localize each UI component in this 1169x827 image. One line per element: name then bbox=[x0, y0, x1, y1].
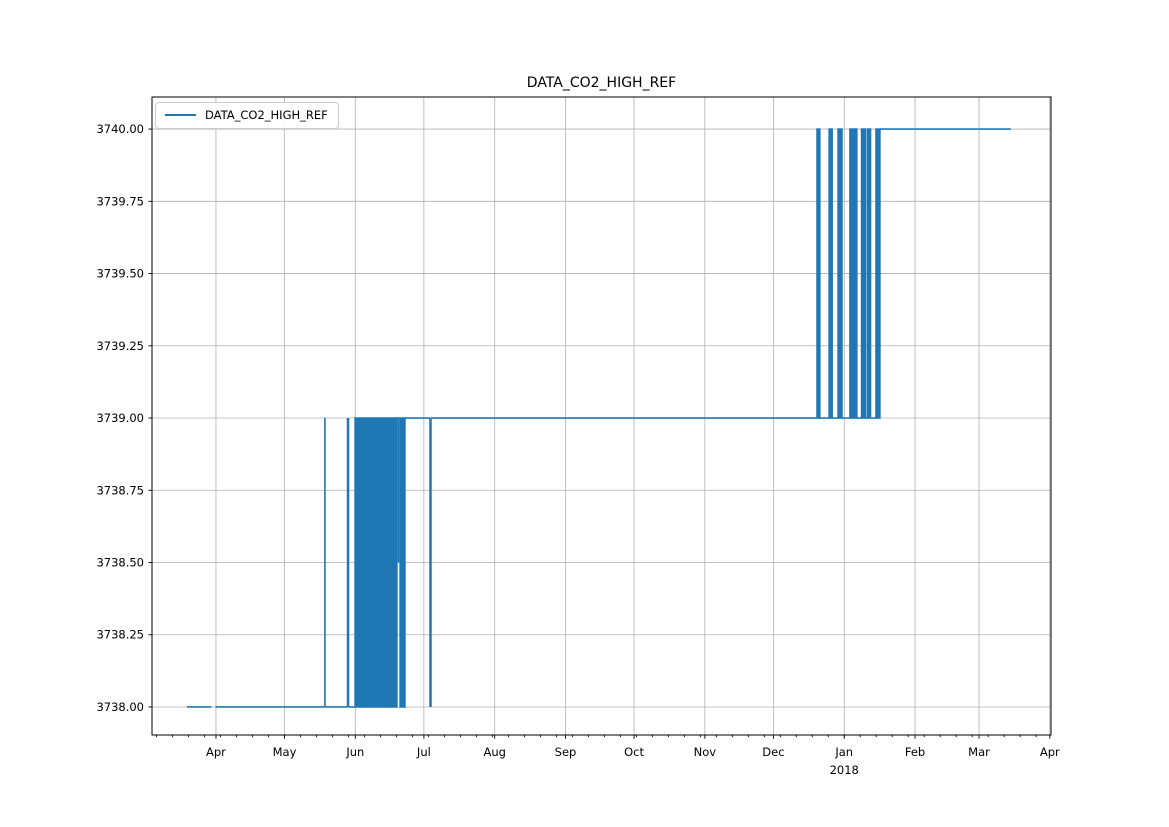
y-tick-label: 3739.50 bbox=[96, 267, 144, 281]
x-tick-label: Apr bbox=[206, 745, 226, 759]
series-oscillation-band bbox=[837, 128, 843, 419]
x-tick-label: Nov bbox=[694, 745, 717, 759]
y-tick-label: 3738.25 bbox=[96, 628, 144, 642]
legend-label: DATA_CO2_HIGH_REF bbox=[205, 108, 328, 122]
series-oscillation-band bbox=[828, 128, 833, 419]
x-tick-label: Apr bbox=[1040, 745, 1060, 759]
y-tick-label: 3738.75 bbox=[96, 483, 144, 497]
x-tick-label: Sep bbox=[555, 745, 577, 759]
x-tick-label: Dec bbox=[762, 745, 784, 759]
series-oscillation-band bbox=[860, 128, 867, 419]
y-tick-label: 3738.00 bbox=[96, 700, 144, 714]
x-tick-label: May bbox=[273, 745, 297, 759]
y-tick-label: 3738.50 bbox=[96, 555, 144, 569]
chart-title: DATA_CO2_HIGH_REF bbox=[526, 75, 677, 91]
x-tick-label: Feb bbox=[905, 745, 925, 759]
series-data-co2-high-ref bbox=[186, 128, 1011, 708]
series-oscillation-band bbox=[354, 417, 398, 708]
x-tick-label: Mar bbox=[968, 745, 990, 759]
y-tick-label: 3739.00 bbox=[96, 411, 144, 425]
series-oscillation-band bbox=[849, 128, 858, 419]
series-oscillation-band bbox=[866, 128, 872, 419]
legend-line-icon bbox=[165, 114, 196, 116]
x-tick-label: Oct bbox=[624, 745, 644, 759]
gridlines bbox=[152, 97, 1051, 735]
x-tick-label: Jan bbox=[834, 745, 853, 759]
axis-tick-labels: 3738.00 3738.25 3738.50 3738.75 3739.00 3739.… bbox=[96, 122, 1060, 777]
x-axis-year-label: 2018 bbox=[830, 763, 859, 777]
series-oscillation-band bbox=[399, 417, 406, 708]
y-tick-label: 3740.00 bbox=[96, 122, 144, 136]
x-tick-label: Aug bbox=[483, 745, 505, 759]
y-tick-label: 3739.75 bbox=[96, 194, 144, 208]
legend: DATA_CO2_HIGH_REF bbox=[155, 102, 339, 129]
plot-border bbox=[151, 96, 1052, 736]
series-oscillation-band bbox=[816, 128, 821, 419]
x-tick-label: Jul bbox=[416, 745, 431, 759]
x-tick-label: Jun bbox=[345, 745, 364, 759]
axis-ticks bbox=[148, 128, 1051, 739]
series-oscillation-band bbox=[875, 128, 881, 419]
y-tick-label: 3739.25 bbox=[96, 339, 144, 353]
